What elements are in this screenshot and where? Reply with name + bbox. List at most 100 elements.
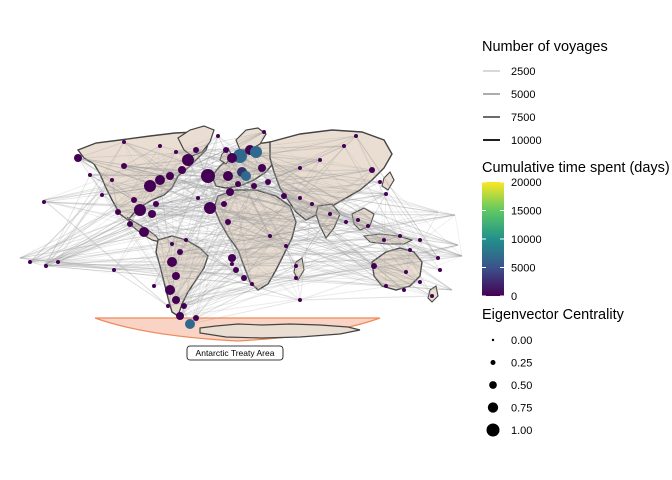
- port-node: [115, 209, 121, 215]
- route-line: [185, 185, 255, 241]
- route-line: [243, 277, 453, 291]
- port-node: [172, 272, 180, 280]
- port-node: [122, 140, 126, 144]
- route-line: [195, 207, 211, 319]
- route-line: [151, 213, 439, 259]
- port-node: [378, 180, 382, 184]
- route-line: [29, 249, 411, 263]
- route-line: [235, 169, 373, 271]
- route-line: [371, 169, 463, 257]
- route-line: [405, 249, 411, 273]
- port-node: [166, 172, 174, 180]
- port-node: [382, 238, 386, 242]
- route-line: [207, 175, 433, 297]
- route-line: [329, 213, 456, 216]
- port-node: [369, 167, 375, 173]
- route-line: [29, 179, 113, 263]
- legend-voyages-label-0: 2500: [511, 66, 535, 78]
- route-line: [227, 221, 287, 247]
- route-line: [57, 239, 187, 263]
- route-line: [101, 151, 177, 196]
- route-line: [207, 175, 347, 223]
- route-line: [245, 175, 331, 215]
- route-line: [175, 149, 227, 301]
- route-line: [19, 257, 59, 263]
- route-line: [43, 199, 433, 297]
- route-line: [179, 265, 297, 317]
- port-node: [310, 202, 314, 206]
- port-node: [158, 144, 162, 148]
- route-line: [379, 181, 439, 259]
- port-node: [144, 180, 156, 192]
- port-node: [430, 294, 434, 298]
- route-line: [139, 209, 187, 241]
- route-line: [149, 185, 387, 195]
- route-line: [43, 213, 153, 266]
- route-line: [101, 194, 253, 285]
- route-line: [255, 151, 439, 259]
- port-node: [354, 134, 358, 138]
- route-line: [159, 145, 439, 213]
- route-line: [229, 191, 297, 267]
- port-node: [100, 193, 104, 197]
- south-america-landmass: [155, 235, 209, 318]
- port-node: [184, 238, 188, 242]
- route-line: [153, 197, 301, 287]
- route-line: [57, 223, 131, 263]
- route-line: [171, 167, 301, 263]
- route-line: [223, 203, 229, 223]
- route-line: [295, 213, 331, 267]
- route-line: [43, 159, 321, 266]
- route-line: [179, 283, 253, 317]
- route-line: [29, 175, 209, 263]
- colorbar-tick-label: 20000: [511, 177, 542, 189]
- route-line: [183, 269, 237, 307]
- route-line: [253, 185, 297, 267]
- route-line: [77, 157, 456, 216]
- route-line: [43, 151, 177, 266]
- route-line: [231, 213, 331, 265]
- route-line: [29, 169, 183, 263]
- port-nodes: [28, 130, 442, 329]
- route-line: [231, 157, 439, 259]
- greenland-landmass: [177, 125, 215, 157]
- colorbar-tick-label: 15000: [511, 206, 542, 218]
- route-line: [269, 181, 381, 237]
- route-line: [77, 157, 456, 216]
- legend-time-title: Cumulative time spent (days): [482, 160, 670, 176]
- port-node: [204, 202, 216, 214]
- route-line: [405, 211, 439, 273]
- route-line: [143, 155, 241, 233]
- route-line: [175, 265, 375, 301]
- route-line: [227, 213, 331, 223]
- route-line: [43, 167, 301, 203]
- route-line: [345, 221, 439, 259]
- route-line: [77, 157, 113, 181]
- route-line: [123, 141, 375, 267]
- route-line: [43, 263, 233, 266]
- route-line: [89, 174, 135, 201]
- route-line: [263, 131, 411, 251]
- route-line: [19, 199, 135, 259]
- route-line: [185, 157, 233, 241]
- centrality-key-label: 0.75: [511, 403, 532, 415]
- route-line: [123, 165, 209, 177]
- route-line: [295, 265, 453, 291]
- route-line: [143, 231, 191, 325]
- route-line: [43, 131, 265, 266]
- route-line: [197, 197, 463, 257]
- route-line: [43, 199, 233, 259]
- route-line: [189, 159, 321, 325]
- route-line: [175, 203, 313, 301]
- route-line: [29, 203, 313, 263]
- route-line: [367, 193, 387, 227]
- route-line: [123, 141, 181, 253]
- route-line: [255, 151, 285, 197]
- route-line: [171, 149, 197, 263]
- route-line: [89, 174, 181, 317]
- route-line: [77, 157, 421, 283]
- route-line: [45, 174, 91, 267]
- route-line: [223, 197, 301, 205]
- route-line: [189, 299, 301, 325]
- route-line: [77, 157, 459, 246]
